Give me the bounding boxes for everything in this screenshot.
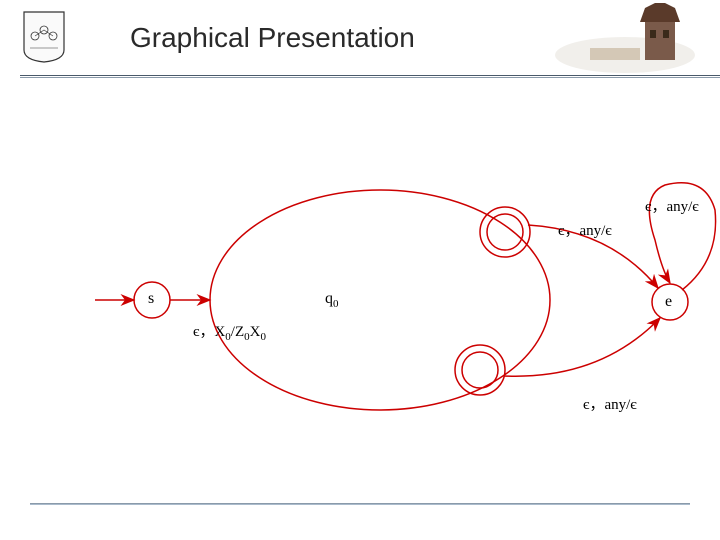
slide-title: Graphical Presentation [130, 22, 415, 54]
label-node-q0: q0 [325, 290, 339, 310]
node-q0-container [210, 190, 550, 410]
university-logo [22, 10, 66, 64]
label-edge-top-to-e: є，any/є [558, 219, 612, 240]
node-bottom-accept-inner [462, 352, 498, 388]
label-edge-bottom-to-e: є，any/є [583, 393, 637, 414]
header-divider [20, 75, 720, 78]
label-edge-s-to-q0: є，X0/Z0X0 [193, 320, 266, 343]
footer-divider [30, 503, 690, 505]
slide-header: Graphical Presentation [0, 0, 720, 80]
label-node-e: e [665, 293, 672, 311]
label-node-s: s [148, 290, 154, 308]
tower-decoration [550, 0, 700, 75]
automaton-diagram [0, 80, 720, 500]
edge-bottom-to-e [504, 318, 660, 376]
label-edge-e-loop: є，any/є [645, 195, 699, 216]
node-top-accept-inner [487, 214, 523, 250]
